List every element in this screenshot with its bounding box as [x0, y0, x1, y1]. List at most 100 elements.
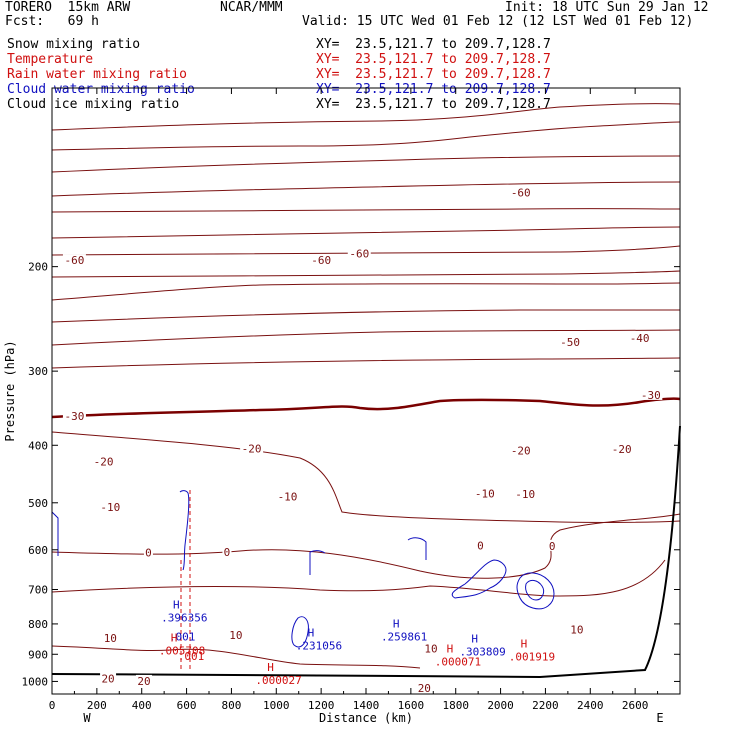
isotherm-minus45 [51, 208, 681, 213]
isotherm-minus55 [51, 155, 681, 173]
cloud-water-cell-7 [51, 511, 59, 556]
temperature-contour-labels: -60 -60 -60 -60 -50 -40 -30 -30 -20 -20 -20 -20 -10 -… [62, 186, 663, 695]
temperature-isotherms [51, 103, 681, 669]
legend-snow-name: Snow mixing ratio [7, 37, 141, 52]
cloud-water-cell-3 [291, 616, 309, 648]
contour-label-bg [423, 642, 440, 654]
isotherm-minus40 [51, 226, 681, 239]
isotherm-10 [51, 513, 681, 579]
contour-label-bg [610, 443, 634, 455]
x-tick-label: 1400 [353, 699, 380, 712]
isotherm-minus5 [51, 357, 681, 369]
cloud-water-contours [51, 490, 555, 648]
maximum-marker: H [173, 598, 180, 611]
cloud-water-cell-6 [516, 572, 555, 610]
legend-temperature-name: Temperature [7, 52, 94, 67]
isotherm-label: -20 [94, 456, 114, 469]
legend-cloud-ice-name: Cloud ice mixing ratio [7, 97, 180, 112]
y-tick-label: 500 [28, 497, 48, 510]
isotherm-label: -20 [511, 444, 531, 457]
isotherm-label: -50 [560, 336, 580, 349]
isotherm-label: -60 [511, 186, 531, 199]
contour-label-bg [143, 546, 153, 558]
isotherm-label: 10 [229, 629, 242, 642]
x-axis-label: Distance (km) [319, 711, 413, 725]
contour-label-bg [509, 186, 533, 198]
contour-label-bg [98, 500, 122, 512]
y-tick-label: 800 [28, 618, 48, 631]
y-tick-label: 200 [28, 261, 48, 274]
x-tick-label: 2200 [532, 699, 559, 712]
x-tick-label: 2600 [622, 699, 649, 712]
isotherm-label: -40 [630, 332, 650, 345]
y-tick-label: 700 [28, 584, 48, 597]
y-tick-label: 600 [28, 544, 48, 557]
freezing-level-isotherm [51, 397, 681, 419]
isotherm-label: 20 [137, 675, 150, 688]
legend-cloud-water-name: Cloud water mixing ratio [7, 82, 195, 97]
isotherm-label: -60 [64, 254, 84, 267]
contour-label-bg [62, 254, 86, 266]
contour-label-bg [639, 388, 663, 400]
maximum-marker: H [447, 642, 454, 655]
x-tick-label: 600 [177, 699, 197, 712]
plot-border [51, 87, 681, 695]
maximum-marker: H [393, 617, 400, 630]
contour-label-bg [276, 490, 299, 502]
legend-rain-xy: XY= 23.5,121.7 to 209.7,128.7 [316, 67, 551, 82]
isotherm-label: 10 [104, 632, 117, 645]
isotherm-15 [51, 559, 666, 597]
isotherm-minus10 [51, 329, 681, 346]
maximum-marker: H [267, 661, 274, 674]
x-tick-label: 200 [87, 699, 107, 712]
contour-label-bg [568, 623, 585, 635]
isotherm-label: -10 [100, 501, 120, 514]
init-time: Init: 18 UTC Sun 29 Jan 12 [505, 0, 709, 15]
isotherm-label: 20 [101, 672, 114, 685]
maximum-value: .303809 [459, 645, 505, 658]
isotherm-label: -10 [515, 488, 535, 501]
organization-label: NCAR/MMM [220, 0, 283, 15]
legend-snow-xy: XY= 23.5,121.7 to 209.7,128.7 [316, 37, 551, 52]
isotherm-label: 20 [418, 682, 431, 695]
y-tick-label: 400 [28, 439, 48, 452]
contour-label-bg [92, 455, 116, 467]
y-tick-label: 900 [28, 648, 48, 661]
contour-label-bg [222, 545, 232, 557]
cloud-water-cell-5 [451, 559, 507, 599]
legend-cloud-water-xy: XY= 23.5,121.7 to 209.7,128.7 [316, 82, 551, 97]
isotherm-label: 10 [424, 642, 437, 655]
contour-label-bg [240, 442, 264, 454]
maximum-value: .001 [169, 630, 196, 643]
cloud-water-cell-1 [179, 490, 190, 571]
isotherm-label: -20 [242, 442, 262, 455]
maximum-value: .396356 [161, 611, 207, 624]
maximum-value: .005708 [159, 645, 205, 658]
isotherm-label: -30 [641, 389, 661, 402]
x-tick-label: 800 [221, 699, 241, 712]
isotherm-minus20 [51, 282, 681, 301]
x-tick-label: 1600 [398, 699, 425, 712]
contour-label-bg [513, 487, 537, 499]
x-tick-label: 400 [132, 699, 152, 712]
isotherm-minus50 [51, 181, 681, 197]
cloud-water-cell-4 [407, 537, 427, 560]
isotherm-label: 10 [570, 623, 583, 636]
maximum-marker: H [308, 627, 315, 640]
isotherm-label: -20 [612, 443, 632, 456]
contour-label-bg [347, 247, 371, 259]
isotherm-label: -60 [349, 247, 369, 260]
maximum-marker: H [521, 637, 528, 650]
maximum-value: .001 [178, 650, 205, 663]
isotherm-minus30 [51, 245, 681, 256]
isotherm-minus60-lower [51, 121, 681, 151]
legend-temperature-xy: XY= 23.5,121.7 to 209.7,128.7 [316, 52, 551, 67]
maximum-value: .231056 [296, 640, 342, 653]
isotherm-label: 0 [549, 540, 556, 553]
contour-label-bg [135, 674, 152, 686]
maximum-marker: H [171, 632, 178, 645]
isotherm-label: -60 [311, 254, 331, 267]
contour-label-bg [473, 487, 497, 499]
cloud-water-cell-6-inner [525, 579, 545, 601]
